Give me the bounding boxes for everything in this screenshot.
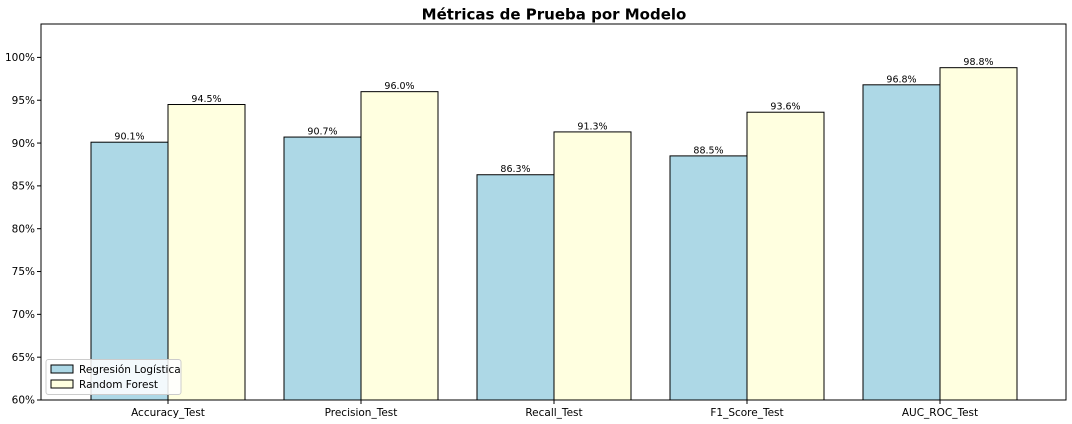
x-tick-label: AUC_ROC_Test xyxy=(902,407,978,419)
y-tick-label: 80% xyxy=(12,223,35,235)
bar-random-forest-recall-test xyxy=(553,131,632,401)
legend: Regresión Logística Random Forest xyxy=(45,359,182,395)
data-label: 90.7% xyxy=(307,127,337,138)
y-tick-label: 100% xyxy=(5,52,35,64)
legend-swatch xyxy=(50,364,74,374)
data-label: 91.3% xyxy=(577,121,607,132)
y-tick-label: 70% xyxy=(12,309,35,321)
data-label: 93.6% xyxy=(770,102,800,113)
x-tick-label: F1_Score_Test xyxy=(710,407,783,419)
bar-random-forest-f1-score-test xyxy=(746,111,825,401)
bar-regresion-logistica-accuracy-test xyxy=(90,141,169,401)
data-labels-layer: 90.1% 94.5% 90.7% 96.0% 86.3% 91.3% 88.5% 93.6%… xyxy=(114,57,993,175)
x-axis: Accuracy_Test Precision_Test Recall_Test F1… xyxy=(131,400,978,419)
legend-swatch xyxy=(50,379,74,389)
y-tick-label: 85% xyxy=(12,181,35,193)
bar-random-forest-accuracy-test xyxy=(167,104,246,401)
data-label: 96.8% xyxy=(886,74,916,85)
bar-regresion-logistica-auc-roc-test xyxy=(862,84,941,401)
legend-box xyxy=(45,359,182,395)
legend-label: Random Forest xyxy=(79,379,158,391)
data-label: 86.3% xyxy=(500,164,530,175)
x-tick-label: Accuracy_Test xyxy=(131,407,205,419)
data-label: 94.5% xyxy=(191,94,221,105)
bar-regresion-logistica-recall-test xyxy=(476,174,555,401)
y-tick-label: 65% xyxy=(12,352,35,364)
y-tick-label: 60% xyxy=(12,395,35,407)
data-label: 96.0% xyxy=(384,81,414,92)
data-label: 88.5% xyxy=(693,145,723,156)
y-tick-label: 90% xyxy=(12,138,35,150)
data-label: 98.8% xyxy=(963,57,993,68)
y-tick-label: 75% xyxy=(12,266,35,278)
bars-layer xyxy=(90,67,1018,401)
x-tick-label: Recall_Test xyxy=(525,407,582,419)
bar-random-forest-auc-roc-test xyxy=(939,67,1018,401)
chart-title: Métricas de Prueba por Modelo xyxy=(422,6,687,24)
x-tick-label: Precision_Test xyxy=(325,407,398,419)
bar-regresion-logistica-f1-score-test xyxy=(669,155,748,401)
legend-label: Regresión Logística xyxy=(79,364,181,376)
data-label: 90.1% xyxy=(114,132,144,143)
bar-regresion-logistica-precision-test xyxy=(283,136,362,401)
y-axis: 60% 65% 70% 75% 80% 85% 90% 95% 100% xyxy=(5,52,41,407)
bar-random-forest-precision-test xyxy=(360,91,439,401)
y-tick-label: 95% xyxy=(12,95,35,107)
